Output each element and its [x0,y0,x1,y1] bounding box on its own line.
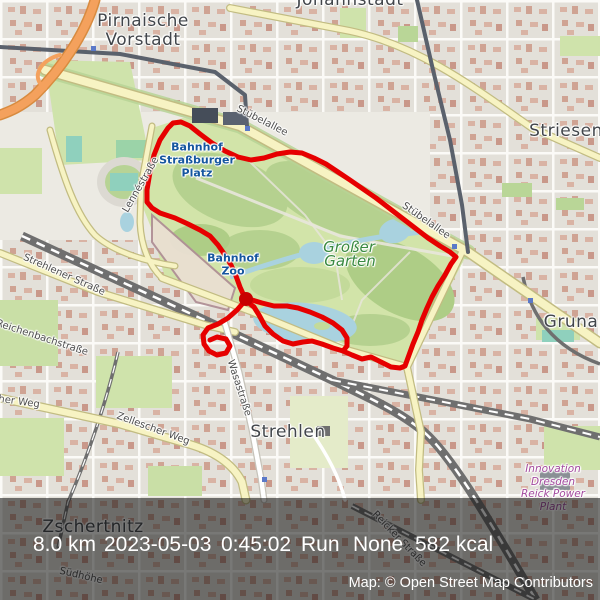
tram-stop-markers [91,46,533,482]
stat-duration: 0:45:02 [221,533,292,556]
gps-route [144,119,459,371]
map-attribution: Map: © Open Street Map Contributors [348,575,593,591]
stat-distance: 8.0 km [33,533,97,556]
stats-bar [0,498,600,600]
stat-date: 2023-05-03 [104,533,212,556]
route-spur [200,299,247,358]
park-grosser-garten [140,118,468,368]
route-knot [239,292,253,306]
water-features [120,212,431,344]
stat-activity-type: Run [301,533,340,556]
stat-calories: 582 kcal [415,533,494,556]
route-pond-arm [243,297,350,354]
route-main [144,119,459,371]
landmark-buildings [192,108,570,490]
stat-extra: None [353,533,404,556]
zoo-area [151,212,237,312]
